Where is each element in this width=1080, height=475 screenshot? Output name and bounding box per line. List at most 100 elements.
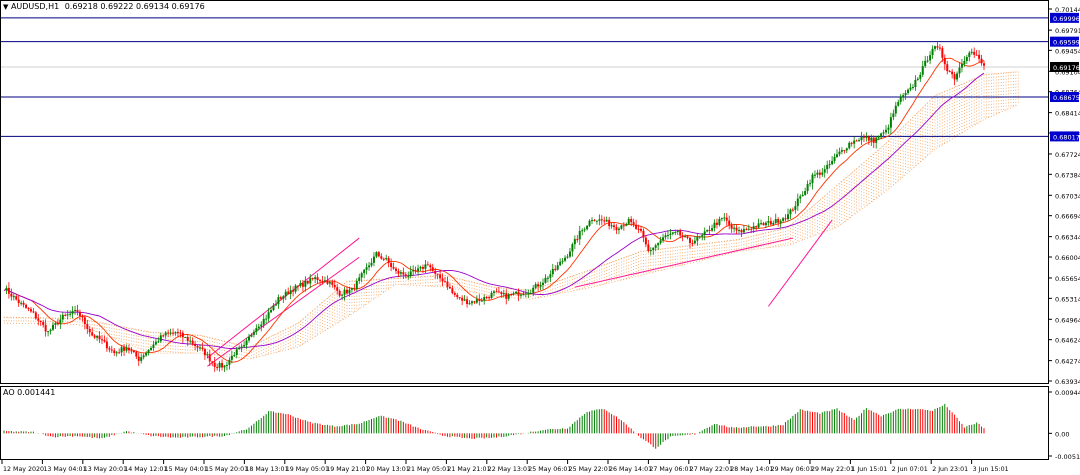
candle-body [306,280,309,284]
candle-body [902,95,905,98]
candle-body [365,267,368,270]
candle [164,331,167,339]
candle-body [483,297,486,301]
candle-body [448,286,451,289]
candle-body [436,273,439,275]
candle-body [578,230,581,240]
candle [681,232,684,242]
candle-body [583,229,586,231]
candle [228,357,231,370]
candle [659,236,662,245]
candle [497,286,500,293]
candle-body [875,137,878,143]
candle [399,269,402,277]
candle-body [233,355,236,357]
candle-body [152,344,155,348]
candle [747,224,750,231]
candle-body [480,300,483,302]
candle [235,347,238,359]
candle [493,290,495,297]
candle-body [850,142,853,144]
candle-body [270,310,273,313]
candle-body [473,301,476,303]
candle-body [243,345,246,347]
candle [507,292,510,301]
candle [696,232,699,246]
candle-body [39,320,42,323]
candle [257,323,260,331]
candle [919,72,922,82]
candle [142,353,145,360]
candle-body [652,247,655,251]
candle [108,346,111,353]
candle [637,224,640,234]
candle-body [941,48,944,58]
candle [426,261,429,266]
candle-body [701,234,704,237]
candle-body [380,256,383,259]
candle [421,264,424,273]
candle [742,225,745,234]
candle [892,109,895,121]
candle-body [968,52,971,58]
candle-body [377,252,380,257]
candle-body [860,136,863,141]
candle-body [101,339,103,341]
candle-body [556,265,559,270]
candle [965,55,968,65]
candle [676,229,679,236]
candle-body [174,332,177,334]
candle [679,228,682,239]
candle [855,139,858,142]
candle-body [647,244,650,251]
candle [559,258,562,267]
candle-body [130,350,133,352]
candle-body [167,332,170,334]
candle-body [348,289,351,294]
collapse-triangle-icon[interactable]: ▼ [3,3,9,11]
candle [333,279,336,290]
candle-body [973,51,976,55]
candle [412,265,415,277]
candle-body [738,230,740,232]
candle [811,172,814,190]
candle [764,221,767,228]
candle [71,306,74,319]
candle [483,294,486,305]
candle [130,347,133,354]
price-tick-label: 0.67034 [1055,192,1080,200]
time-tick-label: 19 May 05:01 [286,466,329,473]
candle [353,283,356,292]
candle-body [892,113,895,118]
candle-body [208,354,211,362]
candle-body [78,311,81,317]
candle-body [206,354,209,356]
candle-body [274,304,277,306]
candle [836,149,838,159]
candle-body [93,335,96,338]
time-tick-label: 2 Jun 07:01 [892,466,928,473]
candle [519,293,522,299]
candle [54,321,57,329]
candle-body [181,332,184,338]
candle [809,179,812,187]
candle [250,333,253,338]
candle-body [230,355,233,360]
candle [304,276,307,292]
current-price-tag-text: 0.69176 [1053,64,1080,72]
candle-body [845,148,848,151]
candle [500,291,503,298]
candle [904,90,907,100]
candle [448,283,451,290]
candle [488,295,491,300]
candle [101,335,103,345]
candle-body [772,222,775,225]
time-tick-label: 29 May 22:01 [811,466,854,473]
price-tick-label: 0.70144 [1055,6,1080,14]
candle [510,293,513,297]
candle-body [649,250,652,252]
candle [409,265,412,279]
candle [806,180,809,195]
time-tick-label: 27 May 22:01 [690,466,733,473]
candle-body [110,349,113,351]
